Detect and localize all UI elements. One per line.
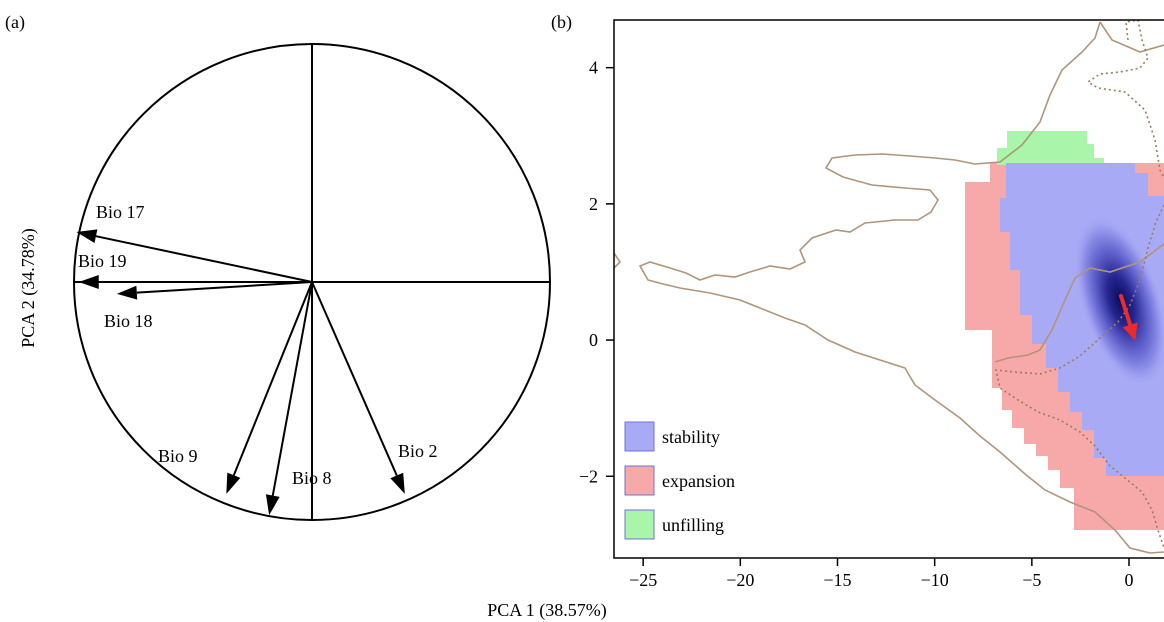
x-axis-ticks: −25 −20 −15 −10 −5 0	[629, 558, 1134, 590]
y-tick-label: 2	[589, 194, 598, 214]
native-range-contour	[638, 21, 1164, 554]
vector-bio-19-label: Bio 19	[78, 251, 127, 271]
x-tick-label: −10	[921, 570, 949, 590]
y-axis-ticks: 4 2 0 −2	[579, 58, 614, 486]
x-tick-label: −15	[823, 570, 851, 590]
legend-label-unfilling: unfilling	[662, 515, 724, 535]
native-range-contour-inner	[994, 243, 1164, 363]
vector-bio-8-shaft	[271, 281, 313, 496]
y-tick-label: 4	[589, 58, 598, 78]
vector-bio-9-label: Bio 9	[158, 446, 198, 466]
panel-a-correlation-circle: Bio 17 Bio 19 Bio 18 Bio 9 Bio 8 Bio 2	[73, 43, 551, 521]
panel-b-niche-plot: −25 −20 −15 −10 −5 0 4 2 0 −2 stability expansio…	[579, 19, 1164, 590]
x-tick-label: 0	[1125, 570, 1134, 590]
panel-a-label: (a)	[5, 12, 25, 33]
y-axis-label: PCA 2 (34.78%)	[18, 228, 39, 348]
x-tick-label: −20	[726, 570, 754, 590]
legend-label-stability: stability	[662, 427, 720, 447]
panel-b-label: (b)	[551, 12, 572, 33]
centroid-shift-arrow	[1119, 294, 1138, 341]
unfilling-region	[997, 131, 1104, 165]
native-range-contour-tail	[614, 252, 622, 269]
legend-swatch-expansion	[624, 465, 655, 496]
vector-bio-18-head	[116, 285, 138, 300]
vector-bio-2-shaft	[311, 281, 398, 476]
invaded-range-contour	[994, 20, 1164, 549]
vector-bio-8-label: Bio 8	[292, 468, 332, 488]
legend-swatch-stability	[624, 421, 655, 452]
vector-bio-2-label: Bio 2	[398, 441, 438, 461]
vector-bio-18-label: Bio 18	[104, 311, 153, 331]
x-axis-label: PCA 1 (38.57%)	[487, 600, 607, 621]
vectors-layer: Bio 17 Bio 19 Bio 18 Bio 9 Bio 8 Bio 2	[76, 202, 438, 516]
vector-bio-17-label: Bio 17	[96, 202, 145, 222]
vector-bio-18-shaft	[136, 281, 313, 294]
x-tick-label: −5	[1022, 570, 1041, 590]
vector-bio-17-shaft	[95, 235, 313, 283]
y-tick-label: −2	[579, 466, 598, 486]
y-tick-label: 0	[589, 330, 598, 350]
legend: stability expansion unfilling	[624, 421, 735, 540]
vector-bio-9-head	[226, 472, 241, 494]
panel-b-plot-frame	[613, 19, 1164, 559]
legend-label-expansion: expansion	[662, 471, 735, 491]
legend-swatch-unfilling	[624, 509, 655, 540]
vector-bio-8-head	[265, 494, 280, 516]
vector-bio-9-shaft	[232, 281, 313, 476]
vector-bio-2-head	[390, 472, 405, 494]
x-tick-label: −25	[629, 570, 657, 590]
vector-bio-19-head	[78, 275, 99, 289]
vector-bio-17-head	[76, 229, 98, 244]
